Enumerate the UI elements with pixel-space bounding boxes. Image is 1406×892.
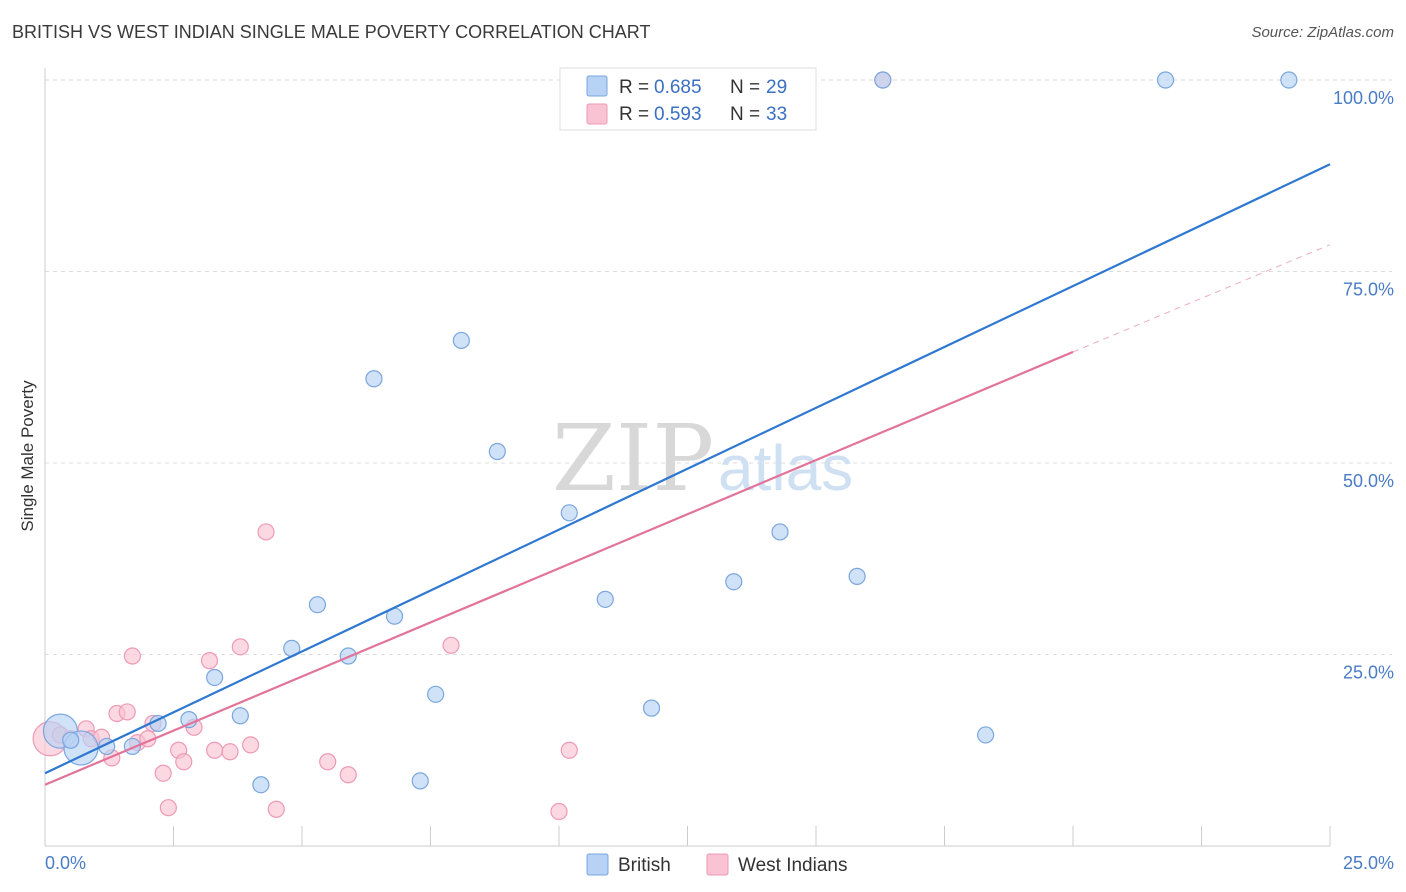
british-point-24 (771, 523, 789, 541)
british-point-21 (642, 699, 661, 717)
bottom-legend-label-british: British (618, 855, 671, 876)
west-indians-point-8 (118, 703, 136, 721)
legend-n-label-british: N = (730, 77, 760, 98)
y-tick-label-100: 100.0% (1333, 88, 1394, 108)
west-indians-point-14 (159, 799, 177, 817)
bottom-legend-swatch-british (586, 853, 609, 876)
bottom-legend-label-west-indians: West Indians (738, 855, 847, 876)
correlation-legend: R = 0.685 N = 29 R = 0.593 N = 33 (559, 67, 817, 131)
british-point-18 (488, 442, 506, 461)
y-tick-label-50: 50.0% (1343, 471, 1394, 491)
y-tick-labels: 25.0% 50.0% 75.0% 100.0% (1333, 88, 1394, 683)
british-point-25 (848, 567, 866, 585)
british-point-13 (365, 370, 383, 388)
west-indians-point-28 (550, 802, 568, 821)
legend-n-value-west-indians: 33 (766, 104, 787, 125)
british-point-26 (874, 71, 892, 89)
west-indians-trend-line (44, 350, 1074, 786)
british-point-20 (596, 590, 614, 608)
west-indians-point-20 (221, 743, 239, 761)
west-indians-point-13 (154, 764, 172, 782)
british-point-29 (1280, 71, 1298, 89)
y-tick-label-75: 75.0% (1343, 280, 1394, 300)
british-point-9 (252, 776, 270, 794)
legend-r-label-british: R = (619, 77, 649, 98)
british-point-19 (560, 504, 578, 522)
legend-swatch-british (586, 75, 608, 97)
west-indians-point-23 (257, 523, 275, 541)
bottom-legend-swatch-west-indians (706, 853, 729, 876)
west-indians-point-22 (242, 736, 260, 754)
west-indians-point-26 (339, 766, 357, 784)
west-indians-point-27 (442, 636, 460, 654)
west-indians-point-18 (200, 652, 219, 670)
british-point-17 (452, 331, 470, 350)
british-point-7 (206, 668, 224, 687)
west-indians-point-19 (206, 741, 224, 759)
source-label: Source: ZipAtlas.com (1251, 24, 1394, 41)
west-indians-point-24 (267, 800, 285, 818)
british-point-16 (427, 685, 445, 703)
y-axis-title: Single Male Poverty (18, 380, 37, 532)
legend-swatch-west-indians (586, 103, 608, 125)
gridlines (45, 79, 1392, 655)
x-ticks (173, 826, 1331, 846)
legend-n-value-british: 29 (766, 77, 787, 98)
british-point-11 (308, 596, 327, 614)
british-point-8 (231, 707, 249, 725)
british-trend-line (44, 163, 1331, 775)
series-legend: British West Indians (586, 853, 847, 876)
british-point-15 (411, 772, 429, 790)
legend-r-value-british: 0.685 (654, 77, 702, 98)
west-indians-point-25 (319, 753, 337, 771)
x-tick-label-max: 25.0% (1343, 853, 1394, 873)
british-point-28 (1156, 71, 1175, 89)
west-indians-point-9 (123, 647, 141, 665)
british-point-27 (977, 726, 995, 744)
west-indians-point-29 (560, 741, 578, 759)
british-point-2 (62, 731, 80, 749)
legend-r-label-west-indians: R = (619, 104, 649, 125)
legend-n-label-west-indians: N = (730, 104, 760, 125)
watermark-zip: ZIP (552, 405, 714, 512)
legend-r-value-west-indians: 0.593 (654, 104, 702, 125)
british-point-23 (725, 573, 743, 591)
trend-lines (44, 163, 1331, 786)
west-indians-trend-extension (1072, 244, 1331, 353)
chart-title: BRITISH VS WEST INDIAN SINGLE MALE POVER… (12, 22, 651, 42)
west-indians-point-16 (175, 753, 193, 771)
y-tick-label-25: 25.0% (1343, 663, 1394, 683)
x-tick-label-min: 0.0% (45, 853, 86, 873)
british-points (42, 71, 1298, 794)
west-indians-point-21 (231, 638, 249, 656)
